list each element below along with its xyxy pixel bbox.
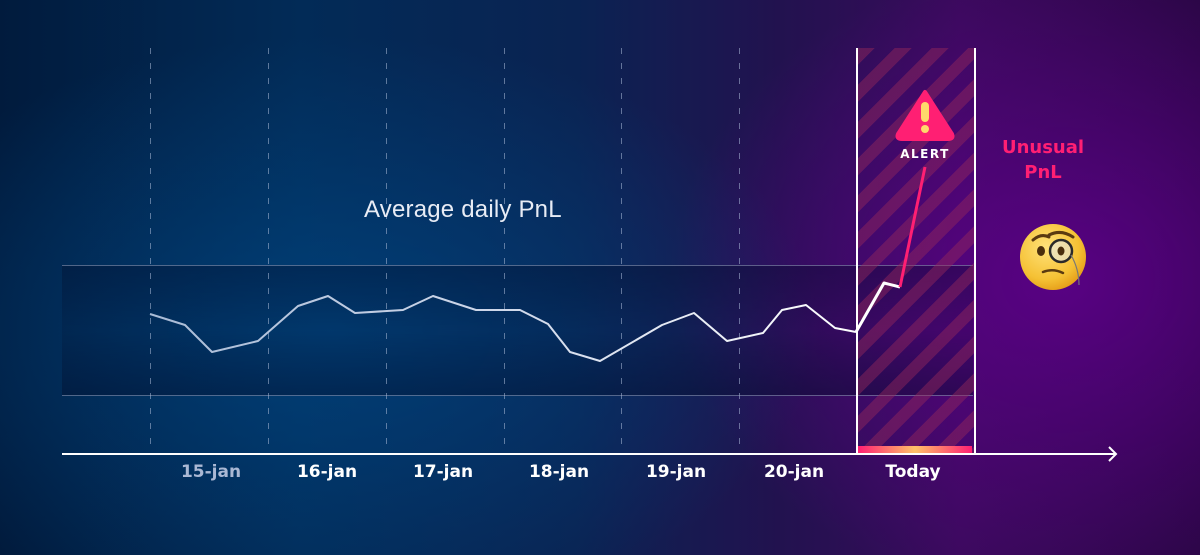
alert-spike-line: [898, 166, 927, 288]
x-tick-label-18-jan: 18-jan: [528, 462, 590, 482]
warning-triangle-icon: [895, 90, 955, 141]
x-axis: [62, 446, 1118, 462]
x-tick-label-16-jan: 16-jan: [296, 462, 358, 482]
x-tick-label-today: Today: [885, 462, 941, 482]
normal-range-band: [62, 265, 973, 396]
x-tick-label-15-jan: 15-jan: [180, 462, 242, 482]
pnl-line-today: [854, 281, 901, 333]
chart-title: Average daily PnL: [364, 196, 562, 223]
face-with-monocle-icon: [1020, 224, 1086, 290]
x-tick-label-20-jan: 20-jan: [763, 462, 825, 482]
unusual-pnl-annotation: Unusual PnL: [1002, 135, 1084, 185]
unusual-pnl-line2: PnL: [1024, 162, 1062, 183]
pnl-line: [149, 295, 857, 362]
today-gradient-bar: [858, 446, 972, 454]
axis-arrow-icon: [1108, 446, 1118, 462]
x-tick-label-19-jan: 19-jan: [645, 462, 707, 482]
unusual-pnl-line1: Unusual: [1001, 137, 1085, 158]
vertical-gridlines: [150, 48, 740, 452]
alert-label: ALERT: [900, 147, 950, 161]
x-tick-label-17-jan: 17-jan: [412, 462, 474, 482]
